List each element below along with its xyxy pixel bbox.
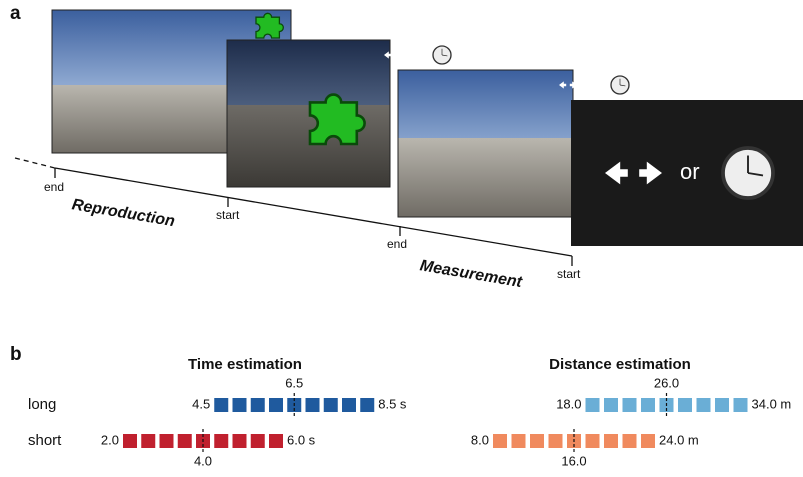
or-text: or — [588, 79, 596, 89]
measurement-label: Measurement — [419, 257, 524, 291]
row-label: long — [28, 396, 56, 413]
mid-label: 26.0 — [654, 375, 679, 390]
or-text: or — [680, 159, 700, 184]
figure: a or or — [0, 0, 803, 477]
high-label: 34.0 m — [752, 396, 792, 411]
low-label: 4.5 — [192, 396, 210, 411]
level-square — [734, 398, 748, 412]
level-square — [715, 398, 729, 412]
level-square — [549, 434, 563, 448]
task-title: Time estimation — [188, 356, 302, 373]
level-square — [697, 398, 711, 412]
high-label: 24.0 m — [659, 432, 699, 447]
mid-label: 4.0 — [194, 453, 212, 468]
level-square — [623, 398, 637, 412]
level-square — [604, 398, 618, 412]
low-label: 8.0 — [471, 432, 489, 447]
level-square — [530, 434, 544, 448]
mid-label: 16.0 — [561, 453, 586, 468]
level-square — [123, 434, 137, 448]
mid-label: 6.5 — [285, 375, 303, 390]
start-label: start — [216, 208, 240, 222]
level-square — [641, 398, 655, 412]
level-square — [160, 434, 174, 448]
high-label: 6.0 s — [287, 432, 316, 447]
level-square — [214, 398, 228, 412]
screenshot: or — [571, 100, 803, 246]
task-title: Distance estimation — [549, 356, 691, 373]
level-square — [141, 434, 155, 448]
level-square — [512, 434, 526, 448]
end-label: end — [387, 237, 407, 251]
level-square — [493, 434, 507, 448]
level-square — [586, 398, 600, 412]
level-square — [251, 434, 265, 448]
low-label: 2.0 — [101, 432, 119, 447]
level-square — [342, 398, 356, 412]
or-text: or — [411, 49, 419, 59]
end-label: end — [44, 180, 64, 194]
level-square — [586, 434, 600, 448]
level-square — [324, 398, 338, 412]
level-square — [623, 434, 637, 448]
level-square — [678, 398, 692, 412]
panel-a: a or or — [10, 3, 803, 291]
high-label: 8.5 s — [378, 396, 407, 411]
level-square — [233, 398, 247, 412]
panel-b: b long short Time estimation 4.5 8.5 s 6.5 2.0… — [10, 344, 791, 468]
level-square — [360, 398, 374, 412]
start-label: start — [557, 267, 581, 281]
level-square — [214, 434, 228, 448]
row-label: short — [28, 432, 62, 449]
panel-label: a — [10, 3, 21, 24]
low-label: 18.0 — [556, 396, 581, 411]
level-square — [251, 398, 265, 412]
reproduction-label: Reproduction — [71, 196, 177, 230]
level-square — [604, 434, 618, 448]
level-square — [641, 434, 655, 448]
level-square — [178, 434, 192, 448]
level-square — [306, 398, 320, 412]
level-square — [269, 434, 283, 448]
panel-label: b — [10, 344, 22, 365]
level-square — [233, 434, 247, 448]
level-square — [269, 398, 283, 412]
